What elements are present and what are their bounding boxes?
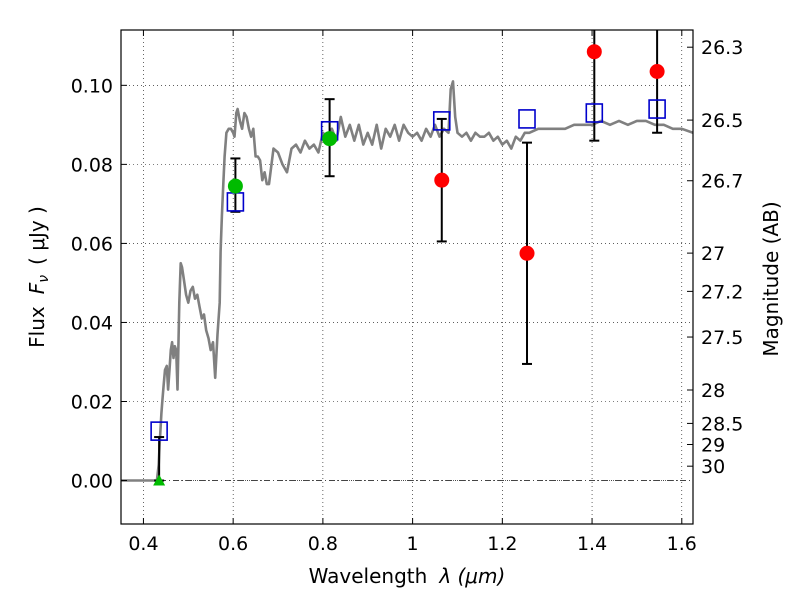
green-data-point (322, 131, 338, 147)
model-photometry-square (518, 109, 536, 129)
green-upper-limit-triangle (153, 474, 166, 486)
y-tick-label: 0.04 (71, 312, 113, 334)
x-tick-label: 0.4 (128, 533, 158, 555)
model-spectrum-line (121, 80, 693, 482)
magnitude-tick-label: 30 (701, 456, 725, 478)
plot-area (121, 30, 693, 486)
red-data-point (519, 245, 535, 261)
x-axis: 0.4 0.6 0.8 1 1.2 1.4 1.6 (128, 30, 697, 555)
x-tick-label: 1 (407, 533, 419, 555)
red-data-point (649, 63, 665, 79)
y-axis-title: FluxFν( μJy ) (25, 206, 52, 348)
magnitude-axis-title: Magnitude (AB) (759, 201, 783, 356)
green-data-point (227, 178, 243, 194)
x-tick-label: 0.6 (218, 533, 248, 555)
magnitude-tick-label: 28 (701, 380, 725, 402)
x-tick-label: 1.4 (577, 533, 607, 555)
magnitude-tick-label: 29 (701, 434, 725, 456)
model-photometry-square (150, 421, 168, 441)
y-tick-label: 0.00 (71, 471, 113, 493)
y-tick-label: 0.02 (71, 391, 113, 413)
magnitude-tick-label: 26.7 (701, 171, 743, 193)
magnitude-tick-label: 27.5 (701, 327, 743, 349)
y-axis: 0.00 0.02 0.04 0.06 0.08 0.10 (71, 75, 127, 493)
grid-lines (121, 30, 693, 524)
y-tick-label: 0.06 (71, 233, 113, 255)
magnitude-tick-label: 27.2 (701, 281, 743, 303)
model-photometry-square (432, 111, 451, 131)
magnitude-tick-label: 26.5 (701, 110, 743, 132)
magnitude-tick-label: 28.5 (701, 413, 743, 435)
model-photometry-square (648, 99, 666, 119)
model-photometry-square (585, 103, 604, 123)
x-tick-label: 1.6 (667, 533, 697, 555)
magnitude-tick-label: 26.3 (701, 37, 743, 59)
x-axis-title: Wavelength λ (μm) (309, 564, 506, 588)
plot-frame (120, 29, 694, 525)
y-tick-label: 0.08 (71, 154, 113, 176)
red-data-point (586, 44, 602, 60)
x-tick-label: 1.2 (487, 533, 517, 555)
x-tick-label: 0.8 (308, 533, 338, 555)
y-tick-label: 0.10 (71, 75, 113, 97)
red-data-point (434, 172, 450, 188)
magnitude-tick-label: 27 (701, 243, 725, 265)
